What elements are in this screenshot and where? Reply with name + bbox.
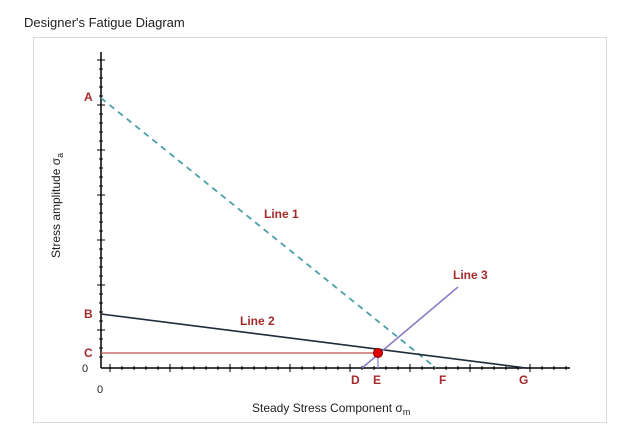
point-a-label: A xyxy=(84,90,93,104)
y-axis-title-sub: a xyxy=(55,153,65,158)
diagram-panel xyxy=(33,37,607,423)
point-g-label: G xyxy=(519,373,528,387)
origin-y-label: 0 xyxy=(82,363,88,375)
x-axis-title-sub: m xyxy=(403,407,411,417)
point-b-label: B xyxy=(84,307,93,321)
origin-x-label: 0 xyxy=(97,384,103,396)
point-f-label: F xyxy=(439,373,446,387)
y-axis-title: Stress amplitude σa xyxy=(49,153,65,258)
line-3-label: Line 3 xyxy=(453,268,488,282)
point-d-label: D xyxy=(351,373,360,387)
y-axis-title-text: Stress amplitude σ xyxy=(49,157,63,258)
line-1 xyxy=(100,97,437,369)
point-c-label: C xyxy=(84,346,93,360)
line-2-label: Line 2 xyxy=(240,314,275,328)
y-axis xyxy=(97,52,105,368)
line-2 xyxy=(100,313,527,369)
point-e-label: E xyxy=(373,373,381,387)
intersection-marker xyxy=(373,348,383,358)
x-axis-title-text: Steady Stress Component σ xyxy=(252,401,403,415)
x-axis-title: Steady Stress Component σm xyxy=(252,401,410,417)
x-axis xyxy=(101,364,570,372)
diagram-title: Designer's Fatigue Diagram xyxy=(24,15,185,30)
line-1-label: Line 1 xyxy=(264,207,299,221)
